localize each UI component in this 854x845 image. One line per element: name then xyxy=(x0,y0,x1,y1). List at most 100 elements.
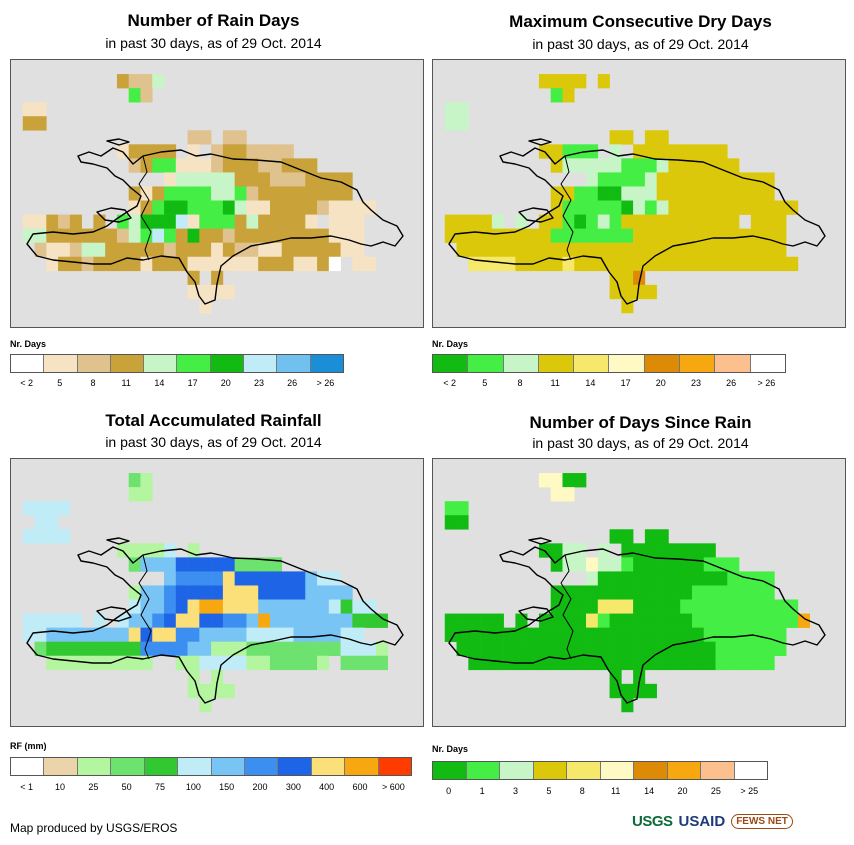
legend-tick-label: 11 xyxy=(611,786,621,796)
legend-swatch xyxy=(277,355,311,372)
grid-cell xyxy=(281,585,294,600)
grid-cell xyxy=(187,543,200,558)
grid-cell xyxy=(34,627,47,642)
coastline xyxy=(26,147,404,305)
grid-cell xyxy=(305,613,318,628)
grid-cell xyxy=(293,200,306,215)
panel-title: Maximum Consecutive Dry Days xyxy=(509,12,772,31)
grid-cell xyxy=(691,214,705,229)
grid-cell xyxy=(293,627,306,642)
grid-cell xyxy=(199,627,212,642)
grid-cell xyxy=(317,627,330,642)
grid-cell xyxy=(164,172,177,187)
grid-cell xyxy=(538,613,552,628)
grid-cell xyxy=(715,186,728,201)
grid-cell xyxy=(211,214,224,229)
grid-cell xyxy=(750,585,763,600)
grid-cell xyxy=(34,102,47,117)
grid-cell xyxy=(750,228,763,243)
grid-cell xyxy=(152,641,165,657)
grid-cell xyxy=(187,613,200,628)
grid-cell xyxy=(703,242,716,258)
grid-cell xyxy=(175,200,188,215)
grid-cell xyxy=(258,627,271,642)
grid-cell xyxy=(609,256,622,272)
grid-cell xyxy=(621,529,634,544)
grid-cell xyxy=(750,172,763,187)
grid-cell xyxy=(187,557,200,572)
grid-cell xyxy=(340,655,353,671)
grid-cell xyxy=(116,228,130,243)
credit-text: Map produced by USGS/EROS xyxy=(10,821,178,835)
grid-cell xyxy=(621,599,634,614)
legend-swatch xyxy=(11,758,45,775)
grid-cell xyxy=(305,242,318,258)
grid-cell xyxy=(491,256,504,272)
grid-cell xyxy=(175,214,188,229)
grid-cell xyxy=(739,571,752,586)
grid-cell xyxy=(128,487,141,502)
legend-swatch xyxy=(567,762,601,779)
grid-cell xyxy=(633,571,646,586)
grid-cell xyxy=(187,599,200,614)
grid-cell xyxy=(352,655,365,671)
grid-cell xyxy=(328,613,341,628)
grid-cell xyxy=(550,473,563,488)
grid-cell xyxy=(246,172,259,187)
grid-cell xyxy=(621,613,634,628)
legend-bar xyxy=(10,354,344,373)
grid-cell xyxy=(152,585,165,600)
grid-cell xyxy=(187,172,200,187)
grid-cell xyxy=(727,627,740,642)
map-frame xyxy=(432,59,846,328)
grid-cell xyxy=(128,627,141,642)
grid-cell xyxy=(328,214,341,229)
grid-cell xyxy=(152,599,165,614)
grid-cell xyxy=(609,172,622,187)
grid-cell xyxy=(317,228,330,243)
grid-cell xyxy=(46,641,59,657)
grid-cell xyxy=(774,214,787,229)
grid-cell xyxy=(691,228,705,243)
grid-cell xyxy=(58,529,71,544)
grid-cell xyxy=(562,88,575,103)
grid-cell xyxy=(727,158,740,173)
grid-cell xyxy=(69,214,82,229)
legend-tick-label: 150 xyxy=(219,782,235,792)
grid-cell xyxy=(609,242,622,258)
grid-cell xyxy=(786,256,799,272)
grid-cell xyxy=(258,641,271,657)
island-outline xyxy=(528,537,552,545)
grid-cell xyxy=(727,641,740,657)
legend-swatch xyxy=(734,762,767,779)
grid-cell xyxy=(562,158,575,173)
grid-cell xyxy=(727,557,740,572)
grid-cell xyxy=(703,186,716,201)
grid-cell xyxy=(586,172,599,187)
grid-cell xyxy=(340,242,353,258)
legend-swatch xyxy=(345,758,379,775)
grid-cell xyxy=(515,627,528,642)
grid-cell xyxy=(715,599,728,614)
grid-cell xyxy=(633,200,646,215)
grid-cell xyxy=(58,501,71,516)
grid-cell xyxy=(550,228,563,243)
grid-cell xyxy=(46,529,59,544)
grid-cell xyxy=(644,228,657,243)
grid-cell xyxy=(668,557,681,572)
grid-cell xyxy=(656,613,669,628)
grid-cell xyxy=(538,242,552,258)
grid-cell xyxy=(609,270,622,286)
grid-cell xyxy=(739,228,752,243)
grid-cell xyxy=(656,186,669,201)
grid-cell xyxy=(246,186,259,201)
grid-cell xyxy=(444,116,457,131)
grid-cell xyxy=(715,655,728,671)
grid-cell xyxy=(715,158,728,173)
island-outline xyxy=(106,537,130,545)
grid-cell xyxy=(305,585,318,600)
grid-cell xyxy=(739,613,752,628)
grid-cell xyxy=(597,557,610,572)
grid-cell xyxy=(680,655,693,671)
grid-cell xyxy=(562,214,575,229)
